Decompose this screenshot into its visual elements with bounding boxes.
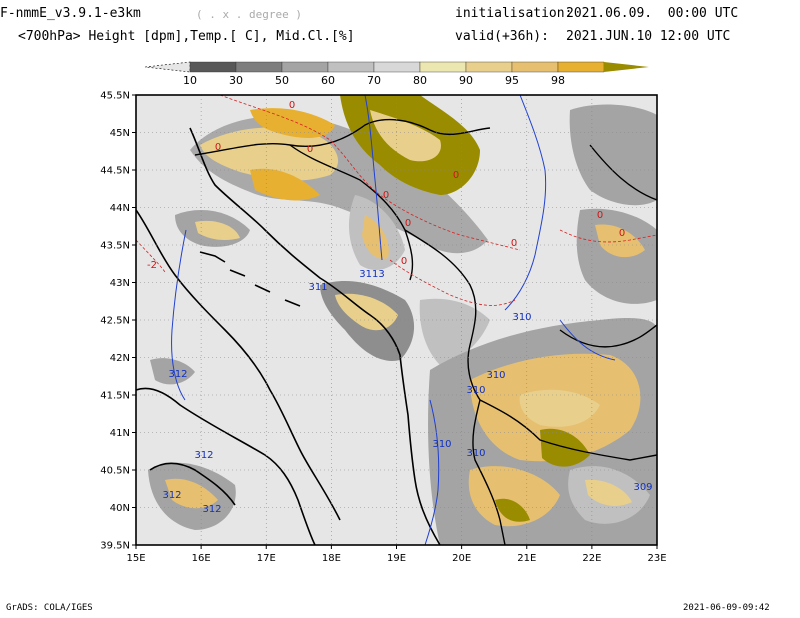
colorbar-tick-label: 60 — [321, 74, 335, 87]
lat-lon-grid — [136, 95, 657, 545]
colorbar-tick-label: 50 — [275, 74, 289, 87]
temp-contour-label: 0 — [453, 170, 459, 181]
lon-tick-label: 18E — [322, 553, 341, 564]
lat-tick-label: 43N — [110, 278, 130, 289]
lon-tick-label: 19E — [387, 553, 406, 564]
temp-contour-label: 0 — [289, 100, 295, 111]
colorbar-tick-label: 70 — [367, 74, 381, 87]
model-title: F-nmmE_v3.9.1-e3km — [0, 6, 141, 21]
footer-timestamp: 2021-06-09-09:42 — [683, 603, 770, 613]
valid-value: 2021.JUN.10 12:00 UTC — [566, 29, 731, 44]
height-contour-label: 310 — [512, 312, 531, 323]
country-borders — [194, 118, 657, 545]
colorbar-arrow-right — [604, 62, 649, 72]
coastlines — [136, 127, 441, 545]
height-contour-label: 3113 — [359, 269, 384, 280]
height-contour-label: 312 — [202, 504, 221, 515]
height-contour-label: 310 — [486, 370, 505, 381]
lat-tick-label: 40.5N — [100, 466, 130, 477]
temp-contour-label: 0 — [405, 218, 411, 229]
rivers — [171, 95, 616, 545]
height-contour-label: 311 — [308, 282, 327, 293]
lon-tick-label: 17E — [257, 553, 276, 564]
height-contour-label: 312 — [162, 490, 181, 501]
temperature-contours — [136, 95, 657, 306]
temp-contour-label: 0 — [511, 238, 517, 249]
init-value: 2021.06.09. 00:00 UTC — [566, 6, 739, 21]
height-contour-label: 310 — [432, 439, 451, 450]
lat-tick-label: 44.5N — [100, 166, 130, 177]
temp-contour-label: -2 — [147, 260, 157, 271]
lat-tick-label: 41.5N — [100, 391, 130, 402]
height-contour-label: 309 — [633, 482, 652, 493]
lat-tick-label: 44N — [110, 203, 130, 214]
lat-tick-label: 45N — [110, 128, 130, 139]
units-hint: ( . x . degree ) — [196, 8, 302, 21]
footer-credit: GrADS: COLA/IGES — [6, 603, 93, 613]
lon-tick-label: 20E — [452, 553, 471, 564]
height-contour-label: 312 — [194, 450, 213, 461]
height-contour-label: 310 — [466, 448, 485, 459]
colorbar-tick-label: 90 — [459, 74, 473, 87]
lat-tick-label: 45.5N — [100, 91, 130, 102]
cloud-cover-layer — [148, 95, 657, 545]
colorbar: 10 30 50 60 70 80 90 95 98 — [144, 61, 649, 87]
height-contour-label: 312 — [168, 369, 187, 380]
init-label: initialisation: — [455, 6, 573, 21]
map-subtitle: <700hPa> Height [dpm],Temp.[ C], Mid.Cl.… — [18, 29, 355, 44]
lat-tick-label: 43.5N — [100, 241, 130, 252]
temp-contour-label: 0 — [383, 190, 389, 201]
temp-contour-label: 0 — [597, 210, 603, 221]
colorbar-tick-label: 80 — [413, 74, 427, 87]
colorbar-tick-label: 30 — [229, 74, 243, 87]
colorbar-tick-label: 10 — [183, 74, 197, 87]
lat-tick-label: 39.5N — [100, 541, 130, 552]
valid-label: valid(+36h): — [455, 29, 549, 44]
colorbar-arrow-left — [144, 61, 191, 73]
lon-tick-label: 21E — [517, 553, 536, 564]
lon-tick-label: 16E — [192, 553, 211, 564]
temp-contour-label: 0 — [307, 144, 313, 155]
temp-contour-label: 0 — [215, 142, 221, 153]
lon-tick-label: 15E — [126, 553, 145, 564]
lat-tick-label: 41N — [110, 428, 130, 439]
lon-tick-label: 23E — [647, 553, 666, 564]
temp-contour-label: 0 — [401, 256, 407, 267]
lat-tick-label: 42.5N — [100, 316, 130, 327]
colorbar-tick-label: 95 — [505, 74, 519, 87]
lat-tick-label: 40N — [110, 503, 130, 514]
temp-contour-label: 0 — [619, 228, 625, 239]
colorbar-tick-label: 98 — [551, 74, 565, 87]
lon-tick-label: 22E — [582, 553, 601, 564]
height-contour-label: 310 — [466, 385, 485, 396]
lat-tick-label: 42N — [110, 353, 130, 364]
